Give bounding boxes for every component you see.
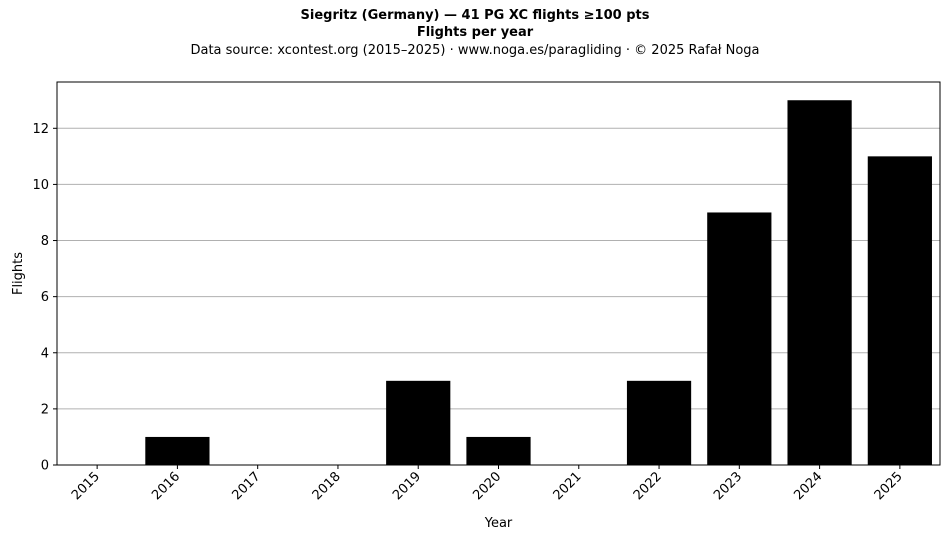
y-tick-label: 8 (41, 234, 49, 249)
x-tick-label: 2015 (69, 469, 103, 503)
chart-source-note: Data source: xcontest.org (2015–2025) · … (190, 43, 760, 58)
y-tick-label: 0 (41, 459, 49, 474)
x-tick-label: 2016 (149, 469, 183, 503)
chart-title: Siegritz (Germany) — 41 PG XC flights ≥1… (300, 8, 650, 23)
bar (707, 212, 772, 465)
bar (626, 380, 692, 465)
y-tick-label: 4 (41, 346, 49, 361)
x-tick-label: 2021 (551, 469, 585, 503)
y-axis-label: Flights (11, 252, 26, 295)
bar (386, 380, 451, 465)
y-axis: 0 2 4 6 8 10 12 (32, 122, 57, 474)
chart-subtitle: Flights per year (416, 25, 534, 40)
y-tick-label: 12 (32, 122, 49, 137)
x-tick-label: 2023 (711, 469, 745, 503)
x-tick-label: 2024 (791, 469, 825, 503)
y-tick-label: 10 (32, 178, 49, 193)
x-axis: 2015 2016 2017 2018 2019 2020 2021 2022 2023 2024… (69, 465, 906, 503)
bars (145, 100, 932, 465)
x-tick-label: 2019 (390, 469, 424, 503)
x-tick-label: 2025 (872, 469, 906, 503)
y-tick-label: 2 (41, 402, 49, 417)
bar (145, 436, 210, 465)
bar (787, 100, 852, 465)
bar (466, 436, 531, 465)
x-tick-label: 2018 (310, 469, 344, 503)
x-tick-label: 2017 (230, 469, 264, 503)
bar (867, 156, 932, 465)
x-tick-label: 2020 (470, 469, 504, 503)
x-tick-label: 2022 (631, 469, 665, 503)
x-axis-label: Year (484, 516, 513, 531)
y-tick-label: 6 (41, 290, 49, 305)
